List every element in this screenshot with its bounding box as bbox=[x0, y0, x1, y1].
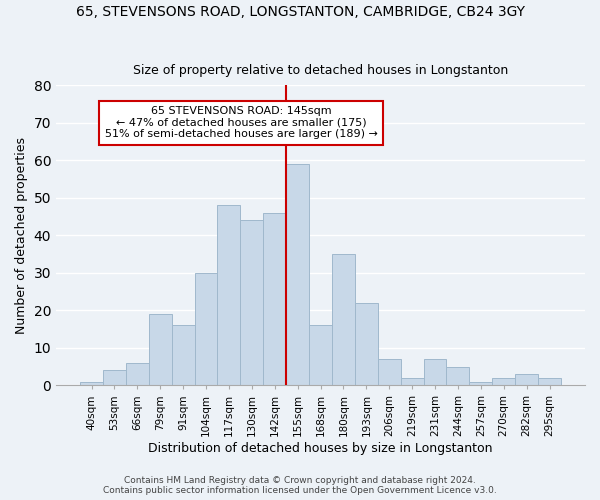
Bar bbox=[378, 359, 401, 386]
Bar bbox=[424, 359, 446, 386]
Bar bbox=[401, 378, 424, 386]
Bar bbox=[446, 366, 469, 386]
Bar bbox=[172, 326, 194, 386]
Bar bbox=[149, 314, 172, 386]
Title: Size of property relative to detached houses in Longstanton: Size of property relative to detached ho… bbox=[133, 64, 508, 77]
Bar bbox=[309, 326, 332, 386]
Bar bbox=[332, 254, 355, 386]
Text: Contains HM Land Registry data © Crown copyright and database right 2024.
Contai: Contains HM Land Registry data © Crown c… bbox=[103, 476, 497, 495]
Bar bbox=[515, 374, 538, 386]
Bar bbox=[355, 302, 378, 386]
Y-axis label: Number of detached properties: Number of detached properties bbox=[15, 136, 28, 334]
Bar bbox=[469, 382, 492, 386]
Text: 65, STEVENSONS ROAD, LONGSTANTON, CAMBRIDGE, CB24 3GY: 65, STEVENSONS ROAD, LONGSTANTON, CAMBRI… bbox=[76, 5, 524, 19]
Bar bbox=[492, 378, 515, 386]
X-axis label: Distribution of detached houses by size in Longstanton: Distribution of detached houses by size … bbox=[148, 442, 493, 455]
Bar bbox=[286, 164, 309, 386]
Bar bbox=[263, 212, 286, 386]
Bar bbox=[126, 363, 149, 386]
Bar bbox=[217, 205, 241, 386]
Bar bbox=[241, 220, 263, 386]
Bar bbox=[80, 382, 103, 386]
Bar bbox=[538, 378, 561, 386]
Bar bbox=[103, 370, 126, 386]
Bar bbox=[194, 272, 217, 386]
Text: 65 STEVENSONS ROAD: 145sqm
← 47% of detached houses are smaller (175)
51% of sem: 65 STEVENSONS ROAD: 145sqm ← 47% of deta… bbox=[105, 106, 377, 140]
